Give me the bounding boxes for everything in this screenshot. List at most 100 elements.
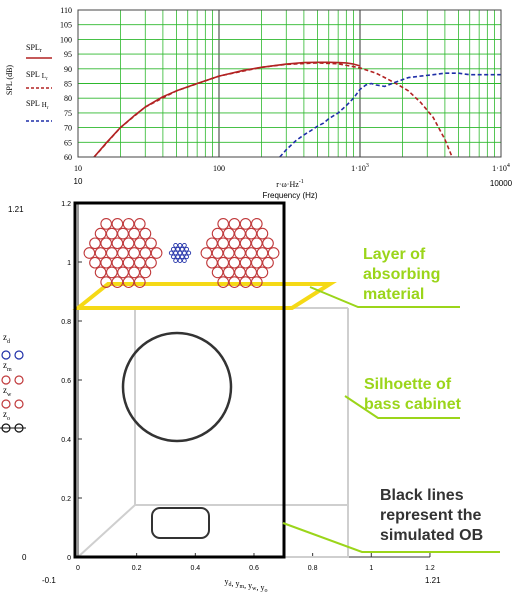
bottom-x-tick-label: 0 <box>76 565 80 572</box>
driver-d-point <box>182 250 187 256</box>
driver-w-point <box>211 227 224 240</box>
driver-m-point <box>117 247 129 259</box>
driver-m-point <box>105 247 118 259</box>
pointer-black-lines <box>282 522 500 553</box>
top-x-axis-expr: r·ω·Hz-1 <box>276 179 304 189</box>
driver-w-point <box>256 247 269 259</box>
driver-w-point <box>262 237 274 250</box>
driver-d-point <box>177 258 183 263</box>
legend-zd-label: zd <box>3 332 10 345</box>
annotation-silhouette-line2: bass cabinet <box>364 396 461 413</box>
driver-m-point <box>117 227 129 240</box>
driver-w-point <box>217 276 230 288</box>
annotation-absorbing-line1: Layer of <box>363 246 426 263</box>
driver-w-point <box>200 247 213 259</box>
driver-m-point <box>83 247 96 259</box>
driver-w-point <box>250 276 263 288</box>
driver-w-point <box>228 237 241 250</box>
driver-m-point <box>111 218 124 230</box>
bottom-x-tick-label: 1.2 <box>425 565 435 572</box>
top-x-tick-label: 1·104 <box>492 163 510 173</box>
bottom-y-tick-label: 0.8 <box>61 319 71 326</box>
series-spl-lr <box>93 62 453 158</box>
legend-zo-label: zo <box>3 409 10 422</box>
driver-w-point <box>245 266 258 279</box>
driver-m-point <box>105 266 118 279</box>
driver-d-point <box>179 246 185 252</box>
driver-m-point <box>128 227 141 240</box>
bottom-y-tick-label: 0.4 <box>61 437 71 444</box>
top-y-tick-label: 65 <box>64 138 72 147</box>
top-legend: SPLr SPL Lr SPL Hr <box>26 43 52 122</box>
driver-cluster-d <box>168 243 192 263</box>
bottom-legend: zd zm zw zo <box>0 332 26 433</box>
top-x-ticks: 10 100 1·103 1·104 10 10000 <box>74 163 513 188</box>
absorbing-layer <box>72 282 337 310</box>
driver-m-point <box>133 237 146 250</box>
driver-w-point <box>245 247 258 259</box>
driver-m-point <box>128 266 141 279</box>
driver-w-point <box>211 247 224 259</box>
driver-w-point <box>245 227 258 240</box>
driver-w-point <box>217 237 230 250</box>
port-opening <box>151 507 210 539</box>
driver-w-point <box>239 256 252 269</box>
bottom-x-min-label: -0.1 <box>42 576 56 585</box>
top-x-tick-label: 100 <box>213 164 225 173</box>
annotation-pointers <box>282 286 500 553</box>
driver-m-point <box>111 276 124 288</box>
driver-w-point <box>250 218 263 230</box>
top-y-tick-label: 100 <box>60 35 72 44</box>
bottom-y-tick-label: 0.6 <box>61 378 71 385</box>
driver-m-point <box>100 256 113 269</box>
driver-m-point <box>111 237 124 250</box>
driver-m-point <box>133 218 146 230</box>
driver-m-point <box>94 227 107 240</box>
driver-d-point <box>177 250 183 256</box>
driver-w-point <box>234 227 246 240</box>
legend-zw-label: zw <box>3 385 12 398</box>
bottom-y-tick-label: 1.2 <box>61 201 71 208</box>
legend-spl-r-label: SPLr <box>26 43 42 54</box>
driver-d-point <box>182 258 187 263</box>
driver-w-point <box>250 256 263 269</box>
driver-m-point <box>150 247 163 259</box>
driver-m-point <box>122 237 135 250</box>
driver-m-point <box>128 247 141 259</box>
driver-d-point <box>171 254 176 260</box>
driver-m-point <box>100 237 113 250</box>
driver-d-point <box>177 243 183 248</box>
driver-d-point <box>184 254 189 260</box>
legend-zd-marker <box>14 350 24 360</box>
driver-w-point <box>211 266 224 279</box>
annotation-absorbing-line3: material <box>363 286 425 303</box>
driver-w-point <box>262 256 274 269</box>
bottom-y-tick-label: 1 <box>67 260 71 267</box>
driver-m-point <box>133 256 146 269</box>
driver-w-point <box>206 237 218 250</box>
driver-w-point <box>267 247 280 259</box>
pointer-silhouette <box>344 395 460 419</box>
top-y-ticks: 110 105 100 95 90 85 80 75 70 65 60 <box>60 6 72 162</box>
series-spl-hr <box>279 72 501 158</box>
bottom-x-axis-label-text: yd, ym, yw, yo <box>224 577 267 594</box>
bottom-x-max-label: 1.21 <box>425 576 441 585</box>
bottom-x-tick-label: 1 <box>369 565 373 572</box>
driver-d-point <box>175 254 181 260</box>
driver-m-point <box>89 256 101 269</box>
driver-m-point <box>139 266 152 279</box>
bottom-x-tick-label: 0.2 <box>132 565 142 572</box>
top-x-bottom-label-right: 10000 <box>490 179 513 188</box>
driver-w-point <box>217 256 230 269</box>
top-y-tick-label: 95 <box>64 50 72 59</box>
driver-d-point <box>173 243 178 248</box>
absorbing-layer-outline <box>72 282 337 310</box>
driver-m-point <box>139 247 152 259</box>
top-chart-series <box>93 61 501 158</box>
driver-w-point <box>222 266 235 279</box>
driver-w-point <box>222 227 235 240</box>
driver-m-point <box>94 266 107 279</box>
driver-w-point <box>239 218 252 230</box>
driver-m-point <box>94 247 107 259</box>
